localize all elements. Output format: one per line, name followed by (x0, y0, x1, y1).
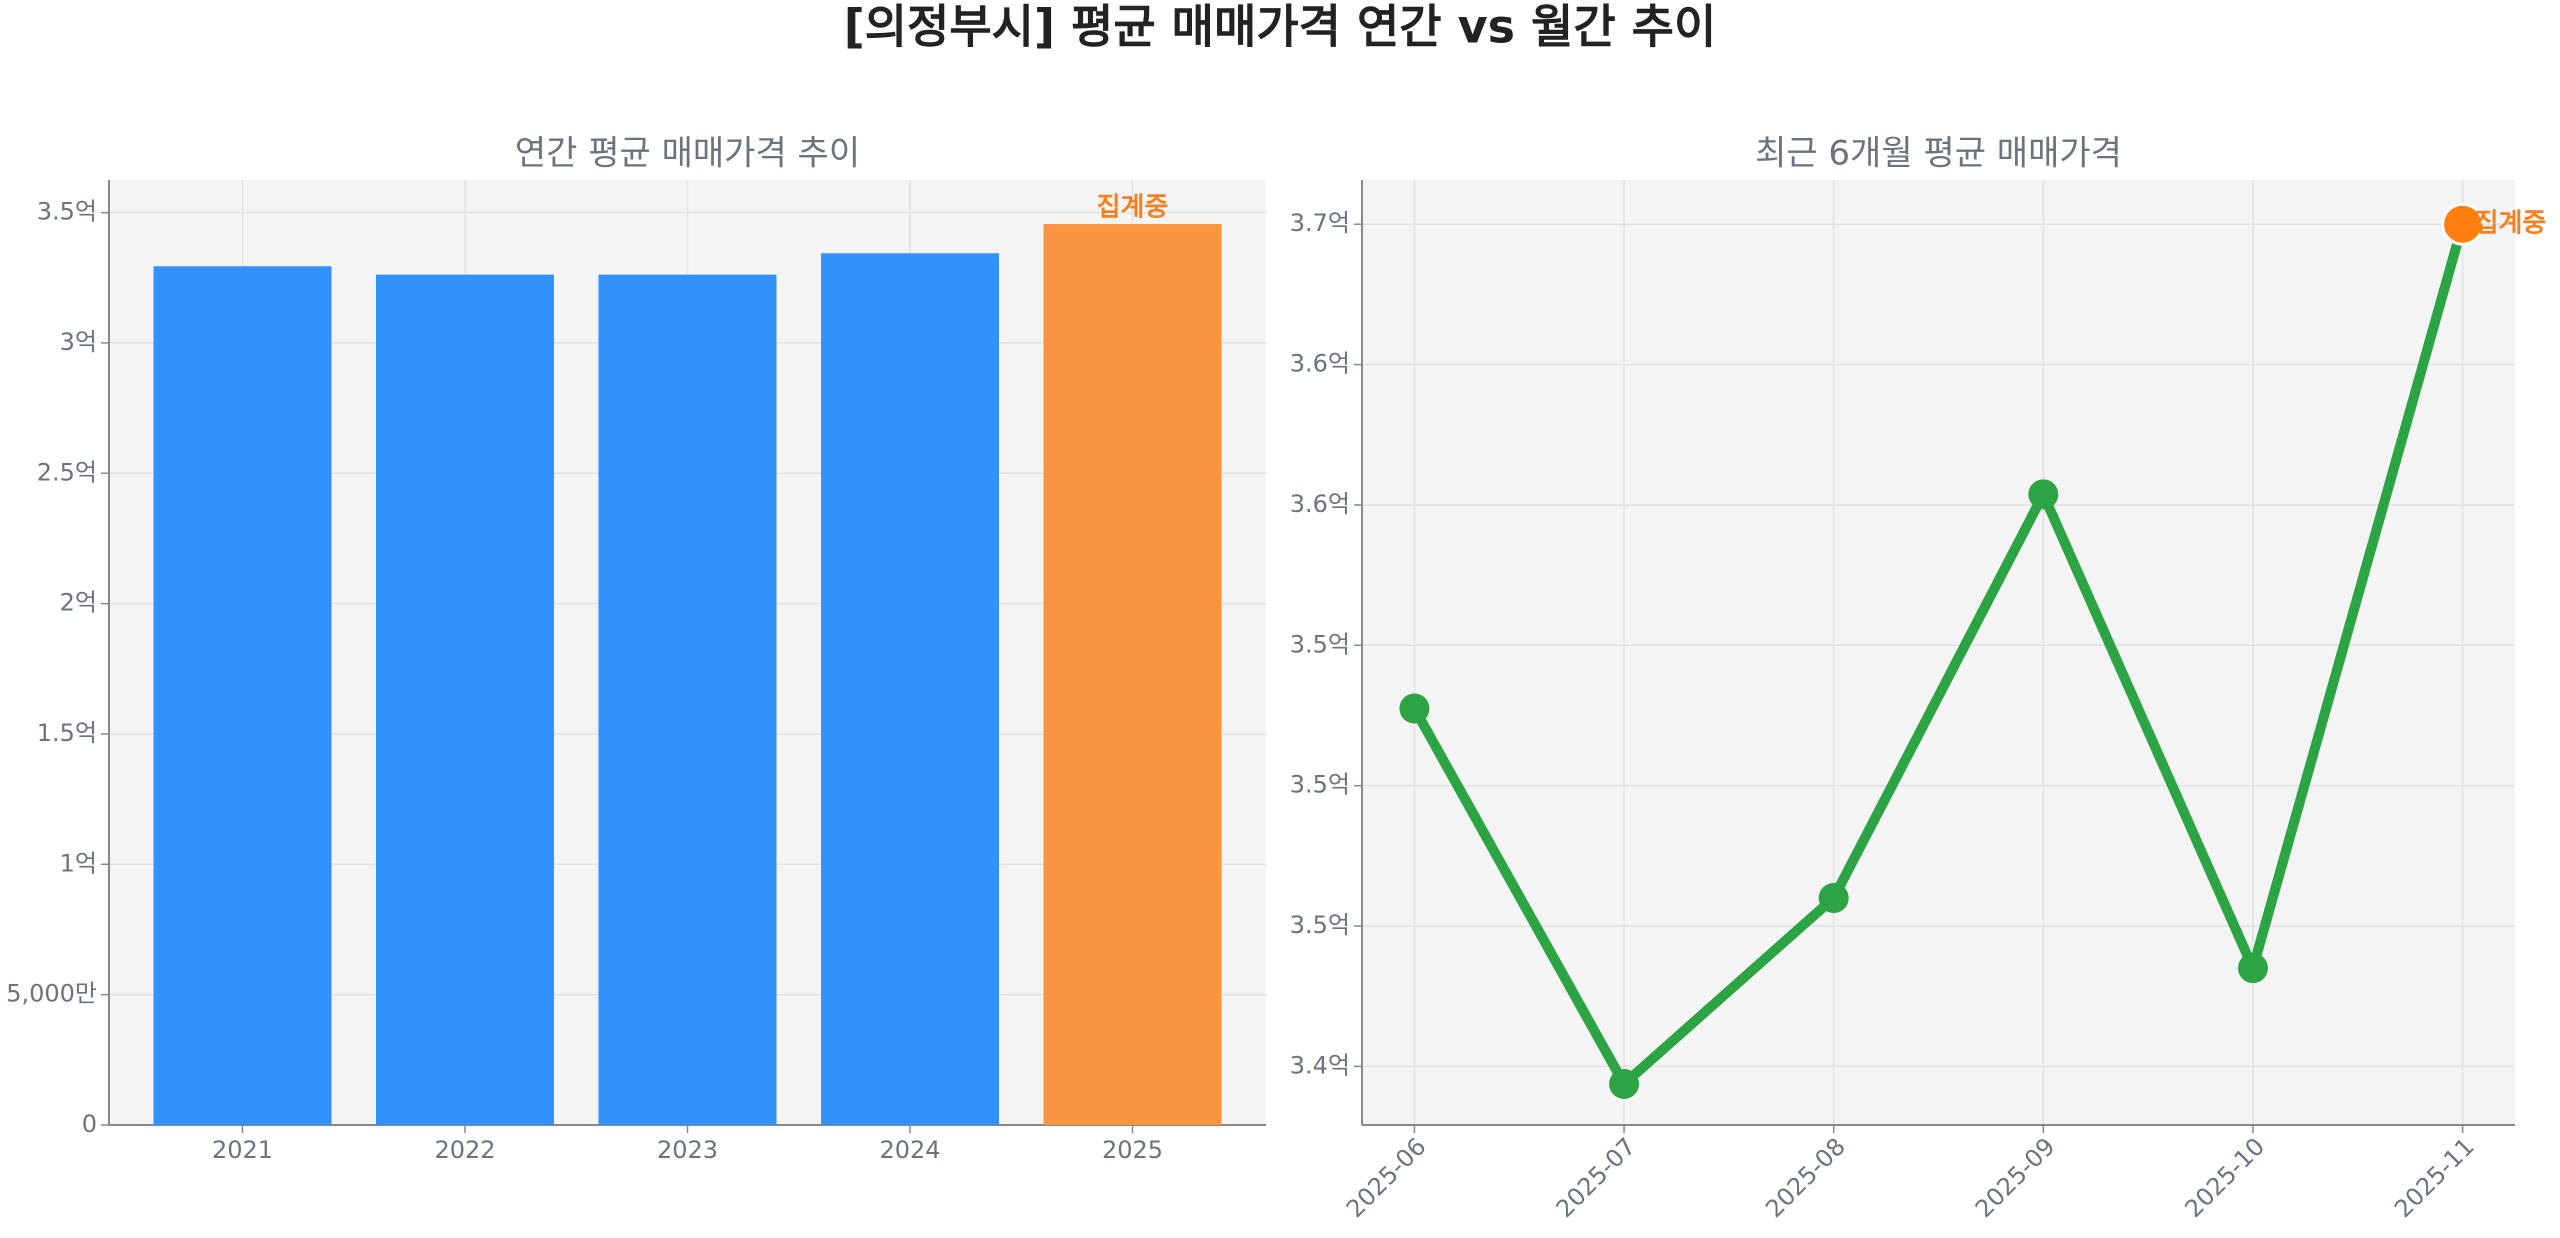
y-tick-label: 3.6억 (1290, 350, 1350, 378)
y-tick-label: 0 (82, 1110, 97, 1138)
y-tick-label: 3.6억 (1290, 490, 1350, 518)
y-tick-label: 1.5억 (37, 719, 97, 747)
x-tick-label: 2025-06 (1341, 1132, 1432, 1223)
x-tick-label: 2024 (879, 1136, 940, 1164)
x-tick-label: 2025-07 (1551, 1132, 1642, 1223)
x-tick-label: 2025-09 (1970, 1132, 2061, 1223)
figure-title: [의정부시] 평균 매매가격 연간 vs 월간 추이 (844, 0, 1717, 54)
y-tick-label: 3.5억 (37, 198, 97, 226)
x-tick-label: 2025-08 (1760, 1132, 1851, 1223)
line (1410, 222, 2468, 1089)
annotation: 집계중 (2475, 209, 2547, 239)
x-tick-label: 2023 (657, 1136, 718, 1164)
y-tick-label: 1억 (60, 849, 97, 877)
y-tick-label: 2.5억 (37, 458, 97, 486)
point (1609, 1068, 1640, 1099)
x-tick-label: 2025-10 (2179, 1132, 2270, 1223)
y-tick-label: 3.5억 (1290, 771, 1350, 799)
y-tick-label: 3.4억 (1290, 1051, 1350, 1079)
subplot-title: 연간 평균 매매가격 추이 (515, 134, 860, 174)
x-tick-label: 2025-11 (2389, 1132, 2480, 1223)
point (2028, 479, 2059, 510)
point (2237, 953, 2268, 984)
y-tick-label: 3억 (60, 328, 97, 356)
bar (821, 253, 999, 1126)
annotation: 집계중 (1097, 193, 1169, 223)
bar (153, 266, 332, 1125)
point (2441, 202, 2485, 246)
bar (376, 274, 554, 1125)
bar (598, 274, 777, 1125)
x-tick-label: 2021 (212, 1136, 273, 1164)
x-tick-label: 2022 (434, 1136, 495, 1164)
point (1399, 693, 1430, 724)
x-tick-label: 2025 (1102, 1136, 1163, 1164)
y-tick-label: 5,000만 (6, 980, 97, 1008)
y-tick-label: 3.7억 (1290, 209, 1350, 237)
y-tick-label: 2억 (60, 589, 97, 617)
point (1818, 882, 1849, 913)
y-tick-label: 3.5억 (1290, 630, 1350, 658)
bar (1043, 224, 1222, 1126)
y-tick-label: 3.5억 (1290, 911, 1350, 939)
subplot-title: 최근 6개월 평균 매매가격 (1755, 134, 2122, 174)
